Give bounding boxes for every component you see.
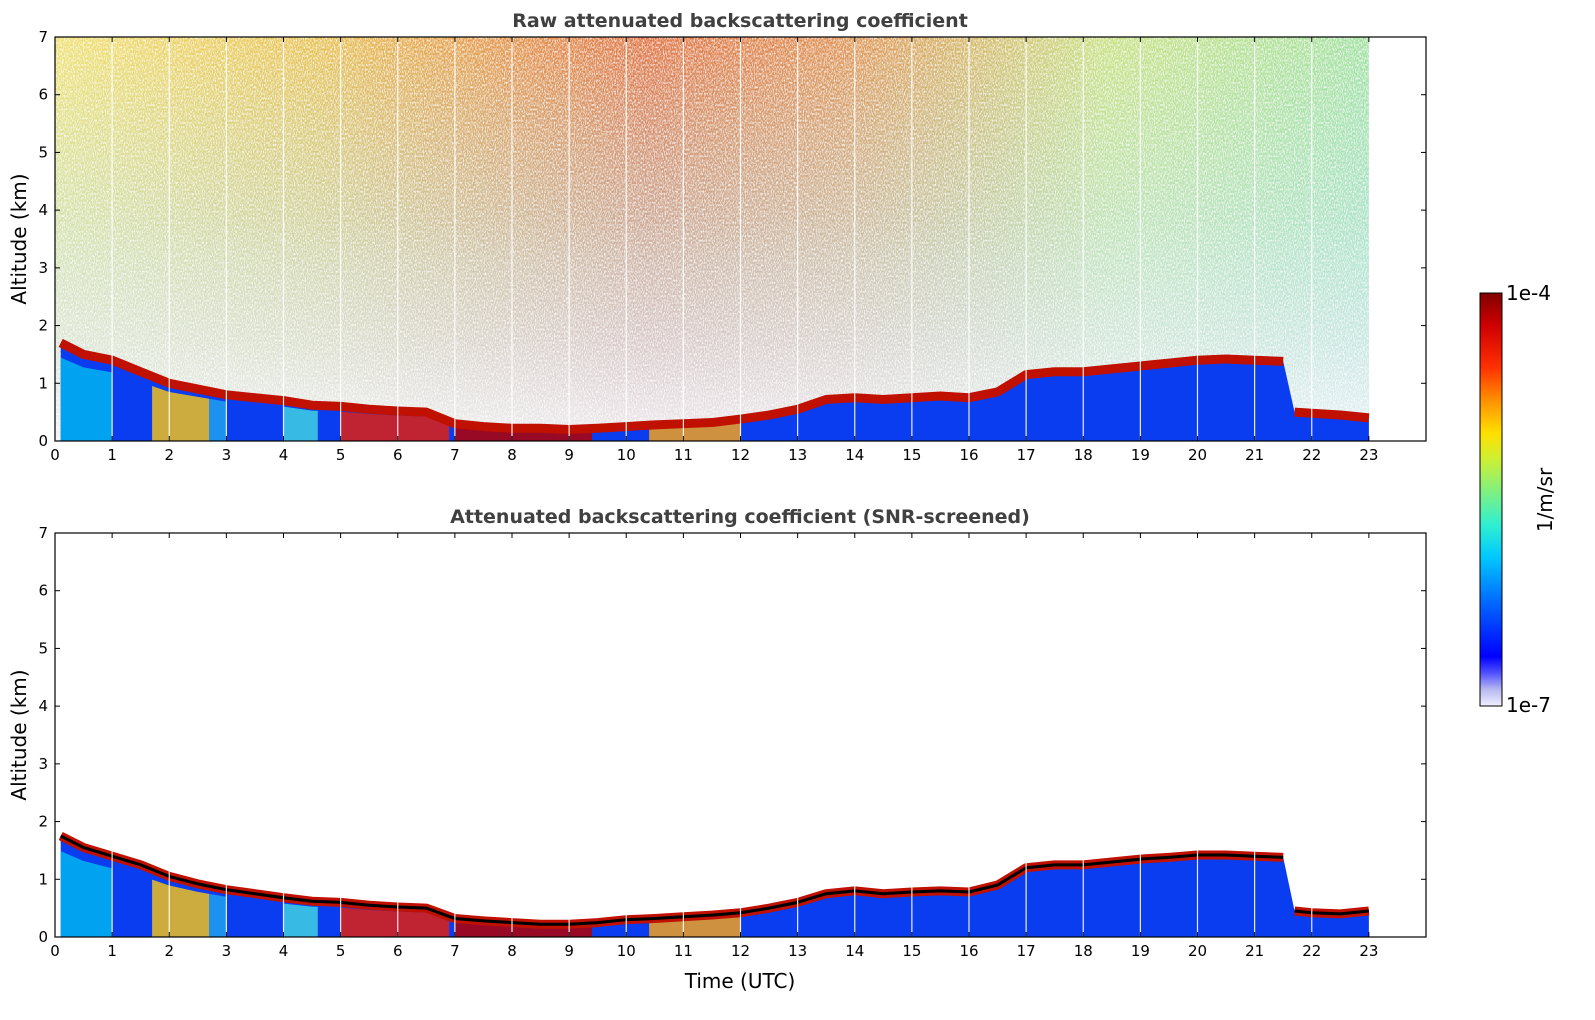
x-tick-label: 19: [1131, 446, 1150, 464]
x-tick-label: 4: [279, 446, 289, 464]
layer-top-band: [58, 338, 1370, 434]
x-tick-label: 10: [617, 942, 636, 960]
raw-backscatter-panel: Raw attenuated backscattering coefficien…: [7, 10, 1427, 464]
x-tick-label: 4: [279, 942, 289, 960]
x-tick-label: 9: [564, 942, 574, 960]
x-tick-label: 8: [507, 446, 517, 464]
x-tick-label: 18: [1074, 446, 1093, 464]
aerosol-zone: [340, 907, 450, 937]
x-tick-label: 9: [564, 446, 574, 464]
y-tick-label: 6: [38, 86, 48, 104]
x-tick-label: 17: [1017, 446, 1036, 464]
x-tick-label: 3: [222, 942, 232, 960]
aerosol-zone: [60, 357, 113, 441]
aerosol-zone: [283, 406, 318, 441]
x-tick-label: 17: [1017, 942, 1036, 960]
x-tick-label: 13: [788, 446, 807, 464]
x-tick-label: 20: [1188, 446, 1207, 464]
x-tick-label: 11: [674, 942, 693, 960]
x-tick-label: 15: [902, 446, 921, 464]
panel-a-ticks: 0 1 2 3 4 5 6 7 8 9 10 11 12 13 14 15 16 17 18 19 20 21 22 2301…: [38, 28, 1426, 464]
x-tick-label: 12: [731, 942, 750, 960]
y-tick-label: 4: [38, 697, 48, 715]
x-tick-label: 21: [1245, 446, 1264, 464]
x-tick-label: 14: [845, 942, 864, 960]
x-tick-label: 2: [164, 942, 174, 960]
y-tick-label: 3: [38, 259, 48, 277]
aerosol-zone: [209, 398, 227, 441]
x-tick-label: 23: [1359, 446, 1378, 464]
x-tick-label: 1: [107, 446, 117, 464]
x-tick-label: 16: [959, 942, 978, 960]
panel-b-ticks: 0 1 2 3 4 5 6 7 8 9 10 11 12 13 14 15 16 17 18 19 20 21 22 2301…: [38, 524, 1426, 960]
x-tick-label: 21: [1245, 942, 1264, 960]
x-tick-label: 8: [507, 942, 517, 960]
x-tick-label: 19: [1131, 942, 1150, 960]
y-tick-label: 2: [38, 813, 48, 831]
x-tick-label: 10: [617, 446, 636, 464]
y-tick-label: 2: [38, 317, 48, 335]
x-tick-label: 5: [336, 446, 346, 464]
x-tick-label: 20: [1188, 942, 1207, 960]
x-tick-label: 5: [336, 942, 346, 960]
layer-top-edge: [60, 834, 1370, 926]
x-tick-label: 0: [50, 942, 60, 960]
y-tick-label: 6: [38, 582, 48, 600]
colorbar-gradient: [1479, 292, 1503, 707]
y-tick-label: 5: [38, 143, 48, 161]
aerosol-zone: [152, 386, 210, 441]
x-tick-label: 1: [107, 942, 117, 960]
x-tick-label: 7: [450, 446, 460, 464]
colorbar-min-label: 1e-7: [1506, 693, 1551, 717]
x-tick-label: 23: [1359, 942, 1378, 960]
panel-a-ylabel: Altitude (km): [7, 173, 31, 304]
y-tick-label: 0: [38, 432, 48, 450]
y-tick-label: 1: [38, 870, 48, 888]
colorbar: 1e-4 1e-7 1/m/sr: [1479, 281, 1557, 717]
colorbar-max-label: 1e-4: [1506, 281, 1551, 305]
y-tick-label: 1: [38, 374, 48, 392]
panel-a-plot-area: [55, 37, 1370, 441]
x-tick-label: 22: [1302, 942, 1321, 960]
y-tick-label: 3: [38, 755, 48, 773]
panel-a-title: Raw attenuated backscattering coefficien…: [512, 10, 968, 32]
y-tick-label: 7: [38, 28, 48, 46]
x-tick-label: 15: [902, 942, 921, 960]
aerosol-zone: [340, 411, 450, 441]
aerosol-zone: [60, 851, 113, 937]
x-tick-label: 0: [50, 446, 60, 464]
x-tick-label: 18: [1074, 942, 1093, 960]
x-tick-label: 22: [1302, 446, 1321, 464]
panel-b-ylabel: Altitude (km): [7, 669, 31, 800]
y-tick-label: 4: [38, 201, 48, 219]
x-tick-label: 6: [393, 446, 403, 464]
panel-b-plot-area: [58, 533, 1370, 937]
panel-b-title: Attenuated backscattering coefficient (S…: [450, 506, 1030, 528]
x-tick-label: 14: [845, 446, 864, 464]
aerosol-zone: [152, 879, 210, 937]
x-tick-label: 13: [788, 942, 807, 960]
x-tick-label: 6: [393, 942, 403, 960]
y-tick-label: 0: [38, 928, 48, 946]
y-tick-label: 7: [38, 524, 48, 542]
panel-b-xlabel: Time (UTC): [684, 969, 796, 993]
x-tick-label: 11: [674, 446, 693, 464]
x-tick-label: 16: [959, 446, 978, 464]
x-tick-label: 3: [222, 446, 232, 464]
y-tick-label: 5: [38, 639, 48, 657]
aerosol-zone: [283, 903, 318, 937]
colorbar-unit-label: 1/m/sr: [1533, 467, 1557, 532]
aerosol-zone: [209, 893, 227, 937]
x-tick-label: 7: [450, 942, 460, 960]
x-tick-label: 2: [164, 446, 174, 464]
screened-backscatter-panel: Attenuated backscattering coefficient (S…: [7, 506, 1427, 993]
x-tick-label: 12: [731, 446, 750, 464]
